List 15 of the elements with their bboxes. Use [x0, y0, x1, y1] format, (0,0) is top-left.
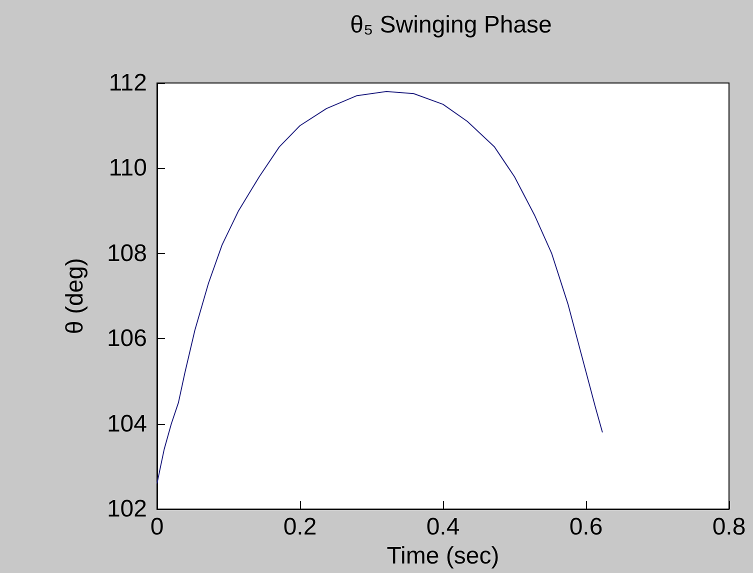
y-tick-label: 110 — [108, 154, 147, 182]
x-tick-label: 0.6 — [569, 514, 603, 541]
y-axis-title: θ (deg) — [62, 258, 88, 334]
line-series — [156, 91, 603, 484]
x-tick-label: 0 — [150, 514, 164, 541]
y-tick-label: 106 — [106, 325, 147, 352]
x-tick-label: 0.4 — [426, 514, 460, 541]
x-axis-title: Time (sec) — [386, 542, 500, 570]
y-tick-label: 112 — [108, 70, 147, 96]
y-tick-label: 102 — [106, 496, 147, 523]
chart-title: θ₅ Swinging Phase — [350, 12, 552, 38]
y-tick-label: 104 — [106, 410, 147, 438]
x-tick-label: 0.8 — [712, 514, 746, 541]
y-tick-label: 108 — [106, 240, 147, 267]
x-tick-label: 0.2 — [283, 514, 317, 541]
